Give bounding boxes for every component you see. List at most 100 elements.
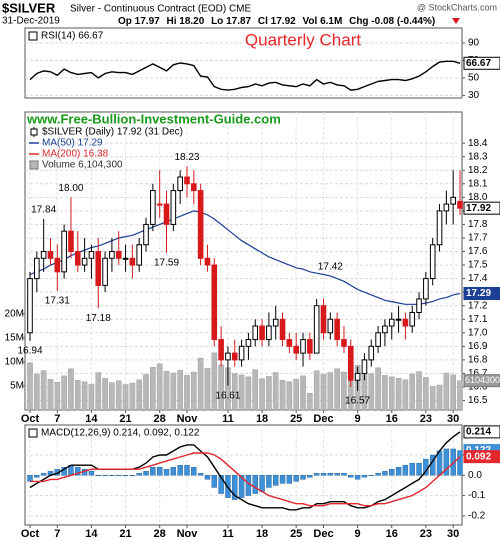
histogram-bar xyxy=(95,475,101,477)
x-tick-label: Dec xyxy=(313,413,333,425)
x-tick-label: 11 xyxy=(222,528,234,540)
candle-body xyxy=(54,257,61,273)
value-box-label: 66.67 xyxy=(466,58,491,69)
candle-body xyxy=(327,318,334,334)
histogram-bar xyxy=(348,475,354,478)
candle-body xyxy=(361,359,368,374)
price-label: 17.59 xyxy=(154,258,179,269)
candle-body xyxy=(177,176,183,192)
quote: Op 17.97 Hi 18.20 Lo 17.87 Cl 17.92 Vol … xyxy=(118,16,435,27)
histogram-bar xyxy=(409,462,415,476)
candle-body xyxy=(81,257,88,266)
y-tick-label: 50 xyxy=(468,73,480,84)
volume-bar xyxy=(307,392,313,411)
candle-body xyxy=(122,257,129,260)
y-tick-label: 0.0 xyxy=(468,470,482,481)
price-label: 16.61 xyxy=(215,390,240,401)
histogram-bar xyxy=(327,473,334,476)
price-label: 17.31 xyxy=(45,295,70,306)
candle-body xyxy=(443,203,450,212)
y-tick-label: 17.4 xyxy=(468,273,488,284)
rsi-frame xyxy=(24,27,463,99)
histogram-bar xyxy=(341,473,347,476)
y-tick-label: 18.4 xyxy=(468,138,488,149)
value-box xyxy=(463,201,500,215)
candle-body xyxy=(416,298,422,313)
histogram-bar xyxy=(177,464,183,476)
volume-bar xyxy=(81,381,88,411)
candle-body xyxy=(347,345,354,381)
volume-bar xyxy=(320,374,327,411)
x-tick-label: 25 xyxy=(290,528,302,540)
histogram-bar xyxy=(389,469,395,476)
legend: MA(200) 16.38 xyxy=(42,149,109,160)
volume-bar xyxy=(122,384,129,411)
histogram-bar xyxy=(150,466,156,476)
candle-body xyxy=(74,251,81,266)
legend-icon xyxy=(28,31,38,41)
histogram-bar xyxy=(300,475,306,480)
candle-body xyxy=(382,325,388,334)
histogram-bar xyxy=(354,475,361,480)
volume-bar xyxy=(34,373,40,411)
candle-body xyxy=(170,190,177,225)
candle-body xyxy=(409,311,416,327)
histogram-bar xyxy=(293,475,299,482)
y-tick-label: 16.5 xyxy=(468,395,488,406)
volume-bar xyxy=(375,367,381,411)
x-tick-label: 14 xyxy=(85,528,98,540)
volume-bar xyxy=(197,357,204,411)
candle-body xyxy=(375,332,381,347)
legend: RSI(14) 66.67 xyxy=(41,31,104,42)
histogram-bar xyxy=(191,466,197,476)
histogram-bar xyxy=(34,475,40,478)
volume-bar xyxy=(74,380,81,411)
quote-close: Cl 17.92 xyxy=(258,16,296,27)
legend: $SILVER (Daily) 17.92 (31 Dec) xyxy=(42,127,183,138)
volume-bar xyxy=(211,352,218,411)
histogram-bar xyxy=(259,475,265,492)
candle-body xyxy=(109,251,115,259)
price-label: 16.94 xyxy=(17,346,42,357)
y-tick-label: 16.9 xyxy=(468,341,488,352)
histogram-bar xyxy=(129,475,136,477)
candle-body xyxy=(423,278,429,300)
candle-body xyxy=(402,318,409,327)
value-box xyxy=(463,56,500,70)
histogram-bar xyxy=(197,473,204,476)
value-box-label: 0.214 xyxy=(466,427,491,438)
histogram-bar xyxy=(334,473,340,476)
x-tick-label: 30 xyxy=(447,413,459,425)
source: @ StockCharts.com xyxy=(417,2,497,12)
candle-body xyxy=(252,325,259,341)
volume-bar xyxy=(266,376,272,411)
volume-bar xyxy=(409,373,416,411)
x-tick-label: 7 xyxy=(54,528,60,540)
candle-body xyxy=(307,339,313,354)
histogram-bar xyxy=(143,471,149,476)
x-tick-label: Nov xyxy=(177,413,199,425)
candle-body xyxy=(40,251,47,259)
x-tick-label: Dec xyxy=(313,528,333,540)
value-box xyxy=(463,374,500,388)
volume-bar xyxy=(313,370,320,411)
candle-body xyxy=(102,257,108,286)
y-tick-label: 16.8 xyxy=(468,355,488,366)
histogram-bar xyxy=(457,450,463,476)
x-tick-label: Oct xyxy=(21,528,40,540)
volume-bar xyxy=(102,378,108,411)
price-label: 17.18 xyxy=(86,313,111,324)
volume-bar xyxy=(218,364,224,411)
candle-body xyxy=(272,318,279,327)
value-box xyxy=(463,287,500,301)
x-tick-label: 9 xyxy=(355,413,361,425)
histogram-bar xyxy=(238,475,245,498)
quote-date: 31-Dec-2019 xyxy=(2,16,60,27)
candle-body xyxy=(204,257,211,266)
volume-bar xyxy=(450,374,456,411)
volume-bar xyxy=(436,384,443,411)
x-tick-label: 21 xyxy=(119,528,131,540)
value-box-label: 0.092 xyxy=(466,451,491,462)
